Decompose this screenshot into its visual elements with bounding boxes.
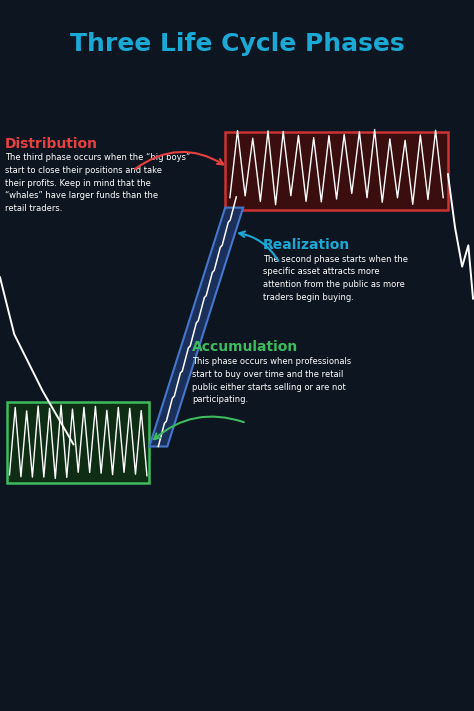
Bar <box>7 402 149 483</box>
Text: The second phase starts when the
specific asset attracts more
attention from the: The second phase starts when the specifi… <box>263 255 408 302</box>
Text: The third phase occurs when the “big boys”
start to close their positions and ta: The third phase occurs when the “big boy… <box>5 153 190 213</box>
Text: This phase occurs when professionals
start to buy over time and the retail
publi: This phase occurs when professionals sta… <box>192 357 351 405</box>
Text: Distribution: Distribution <box>5 137 98 151</box>
Text: Accumulation: Accumulation <box>192 340 298 354</box>
Polygon shape <box>149 208 243 447</box>
Text: Realization: Realization <box>263 238 350 252</box>
Text: Three Life Cycle Phases: Three Life Cycle Phases <box>70 32 404 56</box>
Bar <box>225 132 448 210</box>
